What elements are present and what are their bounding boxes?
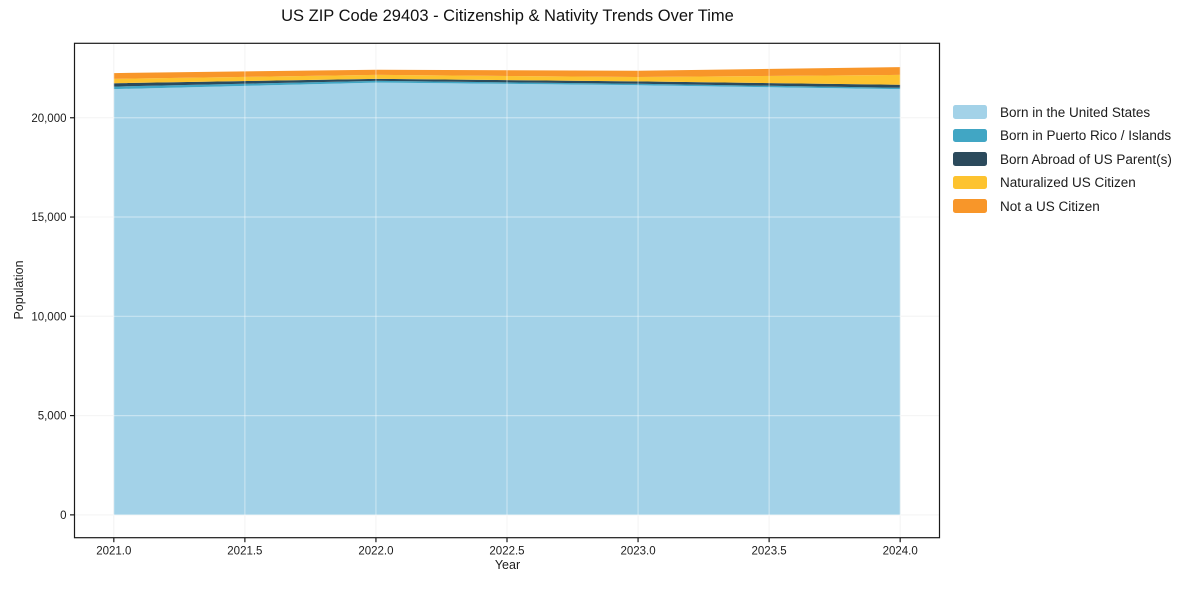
legend-swatch — [953, 105, 987, 119]
legend-swatch — [953, 128, 987, 143]
x-tick-label: 2022.0 — [358, 546, 393, 558]
y-axis-label: Population — [12, 260, 26, 320]
area-series-born-in-the-united-states — [113, 82, 901, 515]
legend-item: Naturalized US Citizen — [953, 175, 1172, 190]
area-series-naturalized-us-citizen — [113, 74, 901, 85]
x-tick-label: 2023.5 — [752, 546, 787, 558]
legend-item: Born in the United States — [953, 104, 1172, 120]
legend-label: Not a US Citizen — [1000, 198, 1100, 214]
legend-label: Born Abroad of US Parent(s) — [1000, 151, 1172, 167]
legend-item: Born in Puerto Rico / Islands — [953, 128, 1172, 143]
x-tick-label: 2023.0 — [620, 546, 655, 558]
legend-item: Not a US Citizen — [953, 198, 1172, 214]
legend-label: Born in Puerto Rico / Islands — [1000, 128, 1172, 143]
legend-swatch — [953, 175, 987, 190]
area-series-born-abroad-of-us-parent-s — [113, 78, 901, 88]
y-tick-label: 20,000 — [31, 113, 66, 125]
x-tick-label: 2024.0 — [883, 546, 918, 558]
y-tick-label: 15,000 — [31, 212, 66, 224]
legend-label: Born in the United States — [1000, 104, 1151, 120]
area-series-not-a-us-citizen — [113, 67, 901, 79]
chart-title: US ZIP Code 29403 - Citizenship & Nativi… — [281, 7, 734, 25]
x-tick-label: 2021.5 — [227, 546, 262, 558]
y-tick-label: 10,000 — [31, 311, 66, 323]
x-tick-label: 2022.5 — [489, 546, 524, 558]
area-series-born-in-puerto-rico-islands — [113, 80, 901, 90]
legend-swatch — [953, 152, 987, 166]
x-tick-label: 2021.0 — [96, 546, 131, 558]
legend: Born in the United States Born in Puerto … — [953, 104, 1172, 214]
legend-swatch — [953, 199, 987, 213]
legend-label: Naturalized US Citizen — [1000, 175, 1136, 190]
x-axis-label: Year — [494, 558, 521, 572]
y-tick-label: 0 — [60, 510, 66, 522]
y-tick-label: 5,000 — [38, 411, 67, 423]
legend-item: Born Abroad of US Parent(s) — [953, 151, 1172, 167]
